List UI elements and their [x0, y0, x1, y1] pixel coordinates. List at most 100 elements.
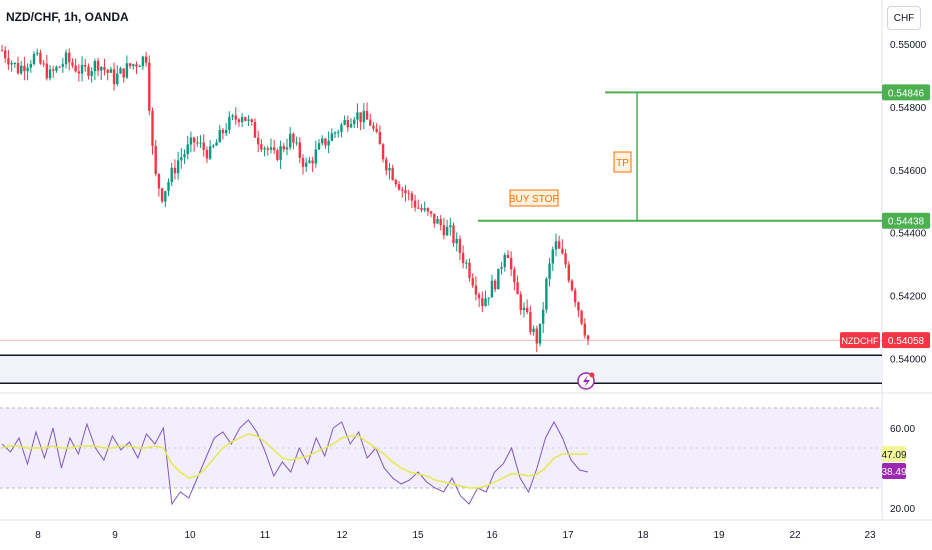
- candle-body: [0, 50, 4, 52]
- candle-body: [557, 241, 561, 249]
- candle-body: [13, 62, 17, 64]
- buy-stop-label: BUY STOP: [509, 194, 560, 205]
- price-tag-label: 0.54846: [888, 88, 925, 99]
- candle-body: [343, 120, 346, 125]
- candle-body: [503, 254, 506, 268]
- candle-body: [138, 66, 141, 68]
- candle-body: [449, 225, 452, 227]
- candle-body: [221, 129, 225, 134]
- candle-body: [484, 298, 487, 306]
- candle-body: [103, 66, 106, 70]
- candle-body: [148, 62, 151, 111]
- candle-body: [340, 124, 343, 132]
- candle-body: [276, 150, 279, 160]
- candle-body: [381, 144, 385, 160]
- candle-body: [321, 138, 324, 144]
- candle-body: [407, 193, 410, 195]
- candle-body: [311, 160, 314, 164]
- candle-body: [80, 64, 84, 74]
- candle-body: [577, 302, 580, 311]
- candle-body: [516, 282, 519, 295]
- tp-label: TP: [616, 158, 629, 169]
- candle-body: [519, 294, 522, 311]
- candle-body: [68, 52, 71, 63]
- candle-body: [100, 66, 103, 71]
- candle-body: [385, 159, 388, 171]
- price-tick-label: 0.54800: [890, 103, 927, 114]
- candle-body: [237, 119, 241, 123]
- candle-body: [93, 61, 97, 72]
- candle-body: [471, 278, 474, 286]
- candle-body: [455, 238, 458, 244]
- candle-body: [186, 144, 189, 155]
- candle-body: [45, 63, 49, 79]
- candle-body: [282, 146, 285, 150]
- candle-body: [231, 115, 234, 117]
- candle-body: [144, 56, 148, 63]
- candle-body: [436, 219, 439, 224]
- price-tag-label: 0.54438: [888, 217, 925, 228]
- candle-body: [202, 142, 205, 150]
- candle-body: [580, 310, 583, 324]
- symbol-title: NZD/CHF, 1h, OANDA: [6, 10, 129, 24]
- candle-body: [122, 68, 125, 78]
- candle-body: [509, 257, 513, 270]
- candle-body: [52, 69, 55, 71]
- candle-body: [388, 168, 391, 171]
- candle-body: [506, 254, 510, 258]
- candle-body: [32, 53, 36, 64]
- candle-body: [240, 117, 244, 123]
- candle-body: [84, 64, 87, 67]
- candle-body: [346, 120, 350, 128]
- candle-body: [109, 69, 113, 73]
- time-tick-label: 23: [864, 530, 876, 541]
- time-tick-label: 12: [336, 530, 348, 541]
- candle-body: [192, 137, 196, 143]
- candle-body: [48, 69, 52, 79]
- candle-body: [375, 128, 378, 132]
- time-tick-label: 22: [789, 530, 801, 541]
- candle-body: [151, 110, 154, 146]
- candle-body: [285, 147, 289, 150]
- candle-body: [426, 208, 430, 212]
- lightning-bolt: [583, 375, 590, 388]
- candle-body: [548, 263, 551, 279]
- candle-body: [42, 63, 45, 65]
- candle-body: [7, 58, 10, 65]
- candle-body: [247, 119, 250, 121]
- price-tag-label: 0.54058: [888, 336, 925, 347]
- candle-body: [573, 290, 577, 303]
- candle-body: [465, 262, 468, 264]
- candle-body: [513, 269, 516, 283]
- rsi-value-label: 38.49: [881, 467, 906, 478]
- candle-body: [256, 137, 260, 145]
- candle-body: [401, 189, 404, 191]
- candle-body: [423, 208, 426, 211]
- candle-body: [96, 61, 100, 71]
- candle-body: [500, 267, 503, 269]
- candle-body: [23, 65, 26, 72]
- candle-body: [567, 264, 570, 281]
- candle-body: [160, 188, 164, 202]
- candle-body: [429, 211, 433, 214]
- candle-body: [301, 157, 305, 167]
- symbol-tag: [840, 332, 880, 349]
- time-tick-label: 15: [412, 530, 424, 541]
- candle-body: [433, 213, 436, 224]
- rsi-ma-line: [1, 433, 588, 489]
- candle-body: [212, 145, 215, 147]
- candle-body: [135, 64, 138, 67]
- time-tick-label: 11: [260, 530, 271, 541]
- candle-body: [4, 50, 7, 59]
- candle-body: [173, 167, 177, 174]
- candle-body: [391, 168, 394, 181]
- currency-button[interactable]: CHF: [887, 6, 921, 30]
- candle-body: [353, 119, 356, 125]
- time-tick-label: 19: [713, 530, 725, 541]
- buy-stop-box: [509, 189, 559, 207]
- candle-body: [272, 147, 276, 151]
- candle-body: [205, 149, 209, 159]
- candle-body: [266, 148, 269, 150]
- candle-body: [39, 52, 42, 64]
